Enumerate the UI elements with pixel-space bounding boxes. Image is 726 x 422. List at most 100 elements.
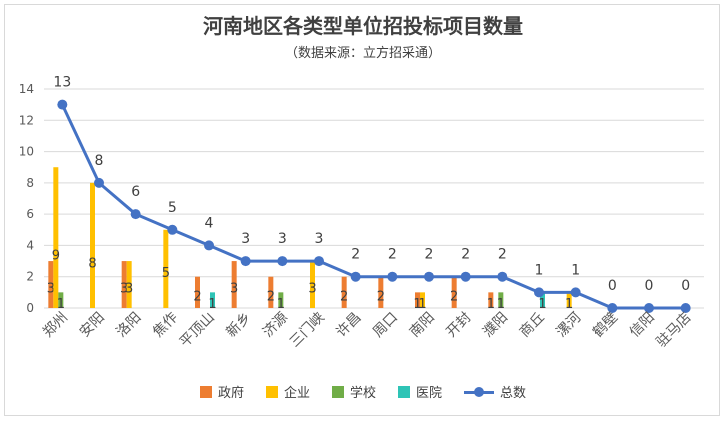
- y-tick-label-0: 0: [26, 301, 34, 315]
- x-tick-label-平顶山: 平顶山: [177, 310, 218, 351]
- x-tick-label-济源: 济源: [260, 310, 291, 341]
- bar-政府-南阳: [415, 292, 420, 308]
- bar-label-政府-开封: 2: [450, 289, 458, 304]
- x-tick-label-开封: 开封: [443, 310, 474, 341]
- total-label-济源: 3: [278, 231, 287, 247]
- bar-企业-郑州: [53, 167, 59, 308]
- legend-label-hospital: 医院: [416, 386, 443, 401]
- bar-label-企业-三门峡: 3: [308, 282, 316, 297]
- legend-swatch-hospital: [398, 385, 410, 398]
- bar-企业-南阳: [420, 292, 425, 308]
- total-label-洛阳: 6: [131, 184, 140, 200]
- legend-item-total: 总数: [464, 382, 526, 401]
- bar-政府-郑州: [48, 261, 54, 308]
- total-label-新乡: 3: [241, 231, 250, 247]
- total-point-三门峡: [314, 256, 324, 267]
- legend-swatch-school: [331, 385, 344, 398]
- legend-item-ent: 企业: [265, 382, 310, 401]
- bar-label-企业-郑州: 9: [52, 249, 60, 264]
- chart-legend: 政府 企业 学校 医院 总数: [0, 382, 726, 401]
- total-label-焦作: 5: [168, 200, 177, 216]
- bar-学校-济源: [278, 292, 284, 308]
- bar-label-政府-郑州: 3: [47, 282, 55, 297]
- y-tick-label-14: 14: [19, 82, 34, 96]
- legend-label-total: 总数: [500, 386, 527, 401]
- total-point-漯河: [570, 287, 581, 298]
- y-tick-label-4: 4: [26, 238, 34, 252]
- total-point-驻马店: [680, 303, 691, 313]
- total-label-鹤壁: 0: [608, 278, 617, 294]
- total-label-周口: 2: [388, 247, 397, 263]
- total-point-濮阳: [497, 271, 508, 282]
- bar-政府-洛阳: [121, 261, 127, 308]
- total-label-许昌: 2: [351, 247, 360, 263]
- bar-label-政府-南阳: 1: [413, 297, 421, 312]
- total-label-郑州: 13: [53, 75, 71, 91]
- y-tick-label-10: 10: [19, 145, 34, 159]
- bar-label-政府-新乡: 3: [230, 282, 238, 297]
- total-point-商丘: [534, 287, 544, 298]
- bar-label-政府-许昌: 2: [340, 289, 348, 304]
- total-point-许昌: [350, 271, 361, 282]
- total-point-开封: [460, 271, 471, 282]
- bar-label-政府-濮阳: 1: [487, 297, 495, 312]
- x-tick-label-南阳: 南阳: [407, 310, 438, 341]
- total-point-南阳: [424, 271, 434, 282]
- bar-label-学校-濮阳: 1: [497, 297, 505, 312]
- x-tick-label-商丘: 商丘: [517, 310, 548, 341]
- total-point-焦作: [167, 224, 178, 235]
- total-point-洛阳: [130, 209, 141, 220]
- total-label-南阳: 2: [425, 247, 434, 263]
- x-tick-label-濮阳: 濮阳: [480, 310, 511, 341]
- legend-swatch-total: [464, 386, 495, 397]
- x-tick-label-郑州: 郑州: [40, 310, 71, 341]
- bar-label-企业-安阳: 8: [88, 256, 96, 271]
- total-point-鹤壁: [607, 303, 618, 313]
- y-tick-label-2: 2: [26, 270, 34, 284]
- bar-政府-济源: [268, 276, 274, 308]
- bar-label-政府-平顶山: 2: [193, 289, 201, 304]
- bar-医院-商丘: [540, 292, 545, 308]
- bar-政府-平顶山: [195, 276, 200, 308]
- total-label-信阳: 0: [645, 278, 654, 294]
- legend-item-school: 学校: [331, 382, 376, 401]
- x-tick-label-洛阳: 洛阳: [113, 310, 144, 341]
- bar-label-企业-洛阳: 3: [125, 282, 133, 297]
- x-tick-label-焦作: 焦作: [150, 310, 181, 341]
- total-line: [60, 104, 686, 310]
- total-point-郑州: [57, 99, 68, 110]
- total-label-三门峡: 3: [315, 231, 324, 247]
- x-tick-label-许昌: 许昌: [333, 310, 364, 341]
- x-tick-label-漯河: 漯河: [553, 310, 584, 341]
- legend-swatch-gov: [199, 385, 212, 398]
- y-tick-label-8: 8: [26, 176, 34, 190]
- bar-label-企业-漯河: 1: [565, 297, 573, 312]
- bar-label-政府-周口: 2: [377, 289, 385, 304]
- bar-政府-周口: [378, 276, 384, 308]
- bar-企业-焦作: [163, 229, 169, 308]
- bar-label-学校-郑州: 1: [57, 297, 65, 312]
- bar-label-医院-平顶山: 1: [208, 297, 216, 312]
- y-tick-label-6: 6: [26, 207, 34, 221]
- chart-title: 河南地区各类型单位招投标项目数量: [203, 14, 523, 38]
- bar-label-企业-焦作: 5: [162, 266, 170, 281]
- bar-企业-洛阳: [126, 261, 132, 308]
- total-point-平顶山: [204, 240, 214, 251]
- total-point-济源: [277, 256, 288, 267]
- legend-label-school: 学校: [349, 386, 376, 401]
- legend-label-ent: 企业: [283, 386, 310, 401]
- total-point-安阳: [94, 177, 104, 188]
- bar-企业-漯河: [566, 292, 572, 308]
- total-label-商丘: 1: [535, 262, 544, 278]
- total-label-开封: 2: [461, 247, 470, 263]
- bar-label-医院-商丘: 1: [538, 297, 546, 312]
- x-tick-label-新乡: 新乡: [223, 310, 254, 341]
- total-label-安阳: 8: [95, 153, 104, 169]
- bar-政府-许昌: [341, 276, 347, 308]
- x-tick-label-鹤壁: 鹤壁: [590, 310, 621, 341]
- chart-subtitle: （数据来源：立方招采通）: [284, 46, 441, 61]
- bar-label-企业-南阳: 1: [418, 297, 426, 312]
- total-label-平顶山: 4: [205, 215, 214, 231]
- legend-item-gov: 政府: [199, 382, 244, 401]
